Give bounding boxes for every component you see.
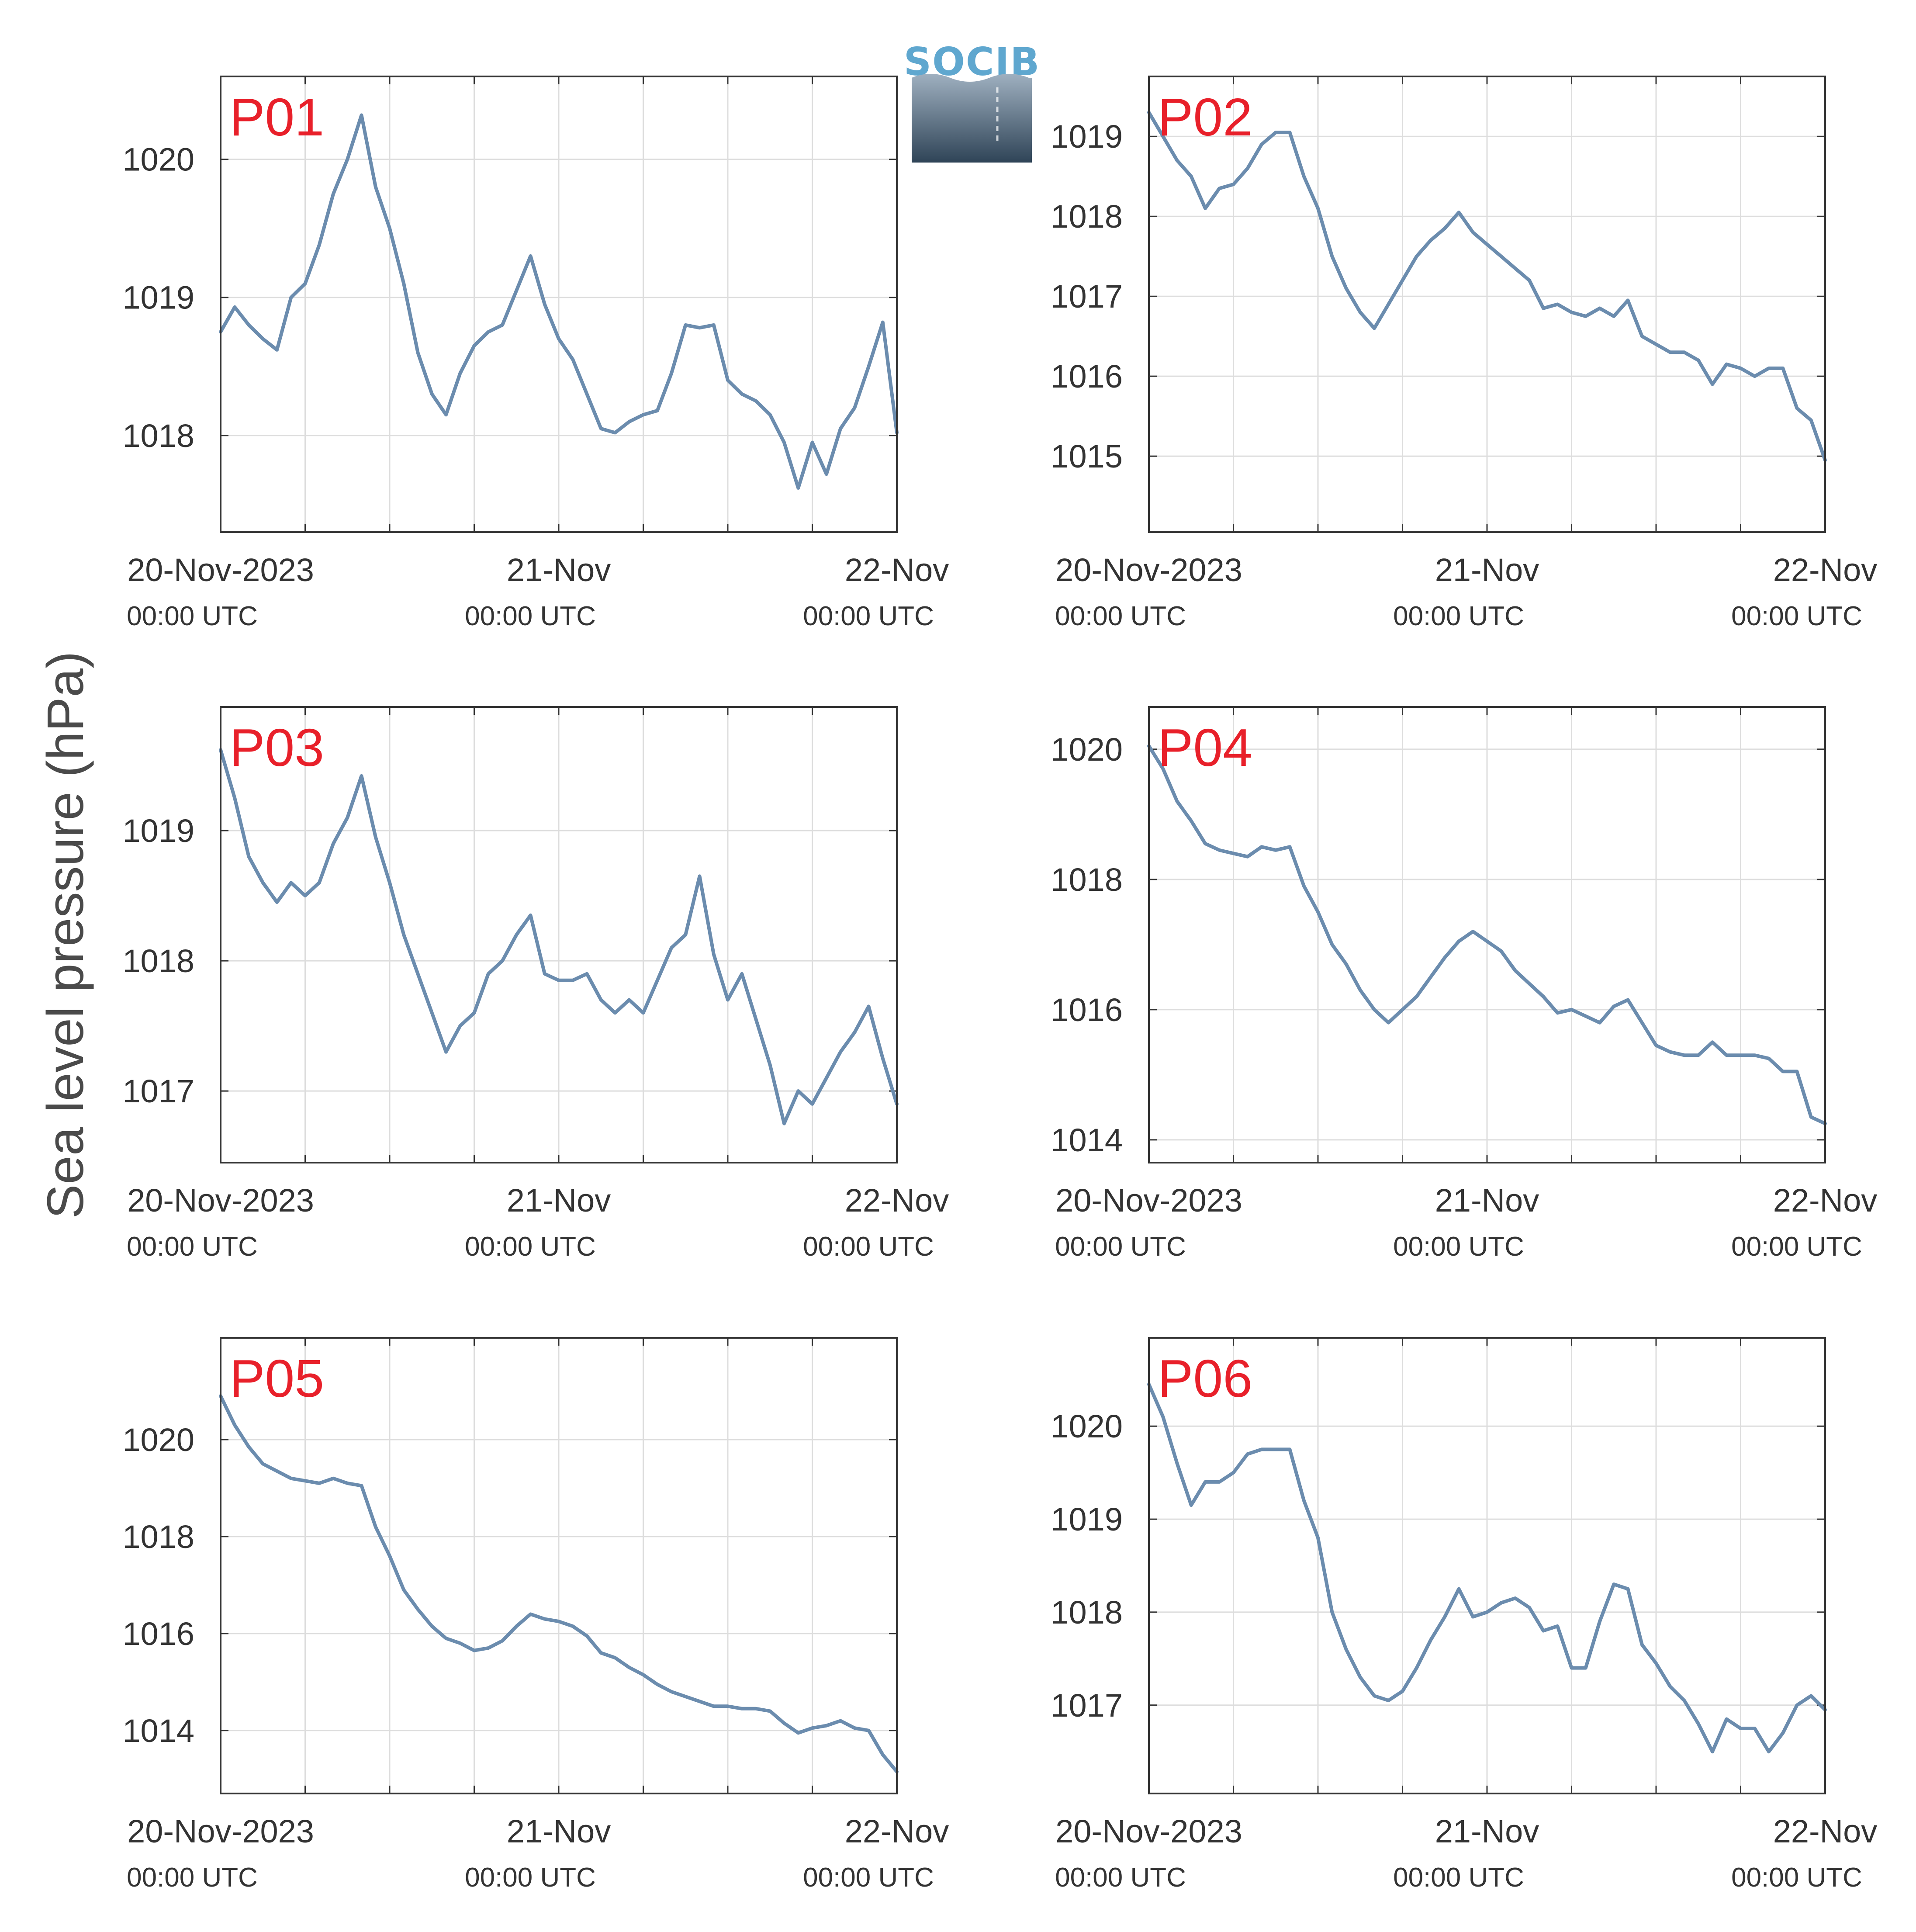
- panel-label-p03: P03: [229, 718, 324, 777]
- x-tick-sublabel: 00:00 UTC: [803, 601, 934, 631]
- x-tick-sublabel: 00:00 UTC: [1055, 1863, 1186, 1893]
- series-line-p01: [219, 113, 899, 490]
- x-tick-sublabel: 00:00 UTC: [127, 1232, 258, 1262]
- y-tick-label: 1018: [122, 943, 194, 979]
- panel-label-p02: P02: [1158, 87, 1252, 147]
- x-tick-sublabel: 00:00 UTC: [803, 1863, 934, 1893]
- series-line-p04: [1147, 744, 1827, 1125]
- y-tick-label: 1015: [1051, 438, 1123, 474]
- y-tick-label: 1018: [1051, 198, 1123, 235]
- y-tick-label: 1018: [1051, 1594, 1123, 1631]
- y-tick-label: 1014: [122, 1713, 194, 1749]
- y-tick-label: 1018: [122, 1519, 194, 1555]
- x-tick-sublabel: 00:00 UTC: [1731, 601, 1862, 631]
- y-tick-label: 1019: [1051, 118, 1123, 155]
- x-tick-label: 22-Nov: [1773, 1813, 1878, 1849]
- y-tick-label: 1016: [1051, 992, 1123, 1028]
- series-line-p03: [219, 748, 899, 1125]
- socib-logo: SOCIB: [904, 39, 1039, 163]
- x-tick-label: 21-Nov: [1435, 1182, 1539, 1219]
- chart-panel-p02: 1015 1016 1017 1018 1019 P02 20-Nov-2023 00:00 …: [1051, 76, 1877, 631]
- y-tick-label: 1017: [1051, 1687, 1123, 1724]
- chart-panel-p06: 1017 1018 1019 1020 P06 20-Nov-2023 00:00 UTC 2…: [1051, 1337, 1878, 1893]
- y-tick-label: 1017: [122, 1073, 194, 1109]
- x-tick-sublabel: 00:00 UTC: [1393, 1863, 1524, 1893]
- y-tick-label: 1020: [1051, 1408, 1123, 1444]
- series-line-p02: [1147, 111, 1827, 462]
- x-tick-label: 20-Nov-2023: [127, 552, 314, 588]
- plot-frame: [1148, 1337, 1826, 1794]
- x-tick-label: 22-Nov: [845, 1182, 949, 1219]
- y-tick-label: 1019: [122, 813, 194, 849]
- chart-panel-p04: 1014 1016 1018 1020 P04 20-Nov-2023 00:00 UTC 2…: [1051, 706, 1878, 1262]
- x-tick-label: 21-Nov: [507, 552, 611, 588]
- x-tick-label: 22-Nov: [845, 1813, 949, 1849]
- y-tick-label: 1017: [1051, 278, 1123, 315]
- x-tick-label: 20-Nov-2023: [1055, 1813, 1242, 1849]
- socib-logo-wave: [912, 74, 1032, 163]
- y-tick-label: 1020: [122, 142, 194, 178]
- panel-label-p01: P01: [229, 87, 324, 147]
- x-tick-label: 21-Nov: [507, 1182, 611, 1219]
- y-axis-label: Sea level pressure (hPa): [37, 651, 94, 1219]
- x-tick-label: 20-Nov-2023: [127, 1813, 314, 1849]
- x-tick-sublabel: 00:00 UTC: [1731, 1232, 1862, 1262]
- y-tick-label: 1014: [1051, 1122, 1123, 1158]
- y-tick-label: 1016: [122, 1616, 194, 1652]
- x-tick-label: 22-Nov: [1773, 552, 1878, 588]
- x-tick-label: 20-Nov-2023: [1055, 552, 1242, 588]
- y-tick-label: 1020: [122, 1422, 194, 1458]
- x-tick-sublabel: 00:00 UTC: [1731, 1863, 1862, 1893]
- x-tick-sublabel: 00:00 UTC: [1393, 601, 1524, 631]
- x-tick-sublabel: 00:00 UTC: [127, 1863, 258, 1893]
- x-tick-label: 21-Nov: [1435, 1813, 1539, 1849]
- series-line-p06: [1147, 1382, 1827, 1754]
- plot-frame: [220, 1337, 898, 1794]
- plot-frame: [220, 76, 898, 533]
- x-tick-sublabel: 00:00 UTC: [465, 1863, 596, 1893]
- x-tick-sublabel: 00:00 UTC: [803, 1232, 934, 1262]
- series-line-p05: [219, 1394, 899, 1774]
- panel-label-p04: P04: [1158, 718, 1252, 777]
- chart-panel-p01: 1018 1019 1020 P01 20-Nov-2023 00:00 UTC 21-No…: [122, 76, 949, 631]
- y-tick-label: 1016: [1051, 358, 1123, 395]
- x-tick-sublabel: 00:00 UTC: [465, 601, 596, 631]
- y-tick-label: 1018: [1051, 862, 1123, 898]
- x-tick-sublabel: 00:00 UTC: [465, 1232, 596, 1262]
- panel-label-p05: P05: [229, 1349, 324, 1408]
- x-tick-sublabel: 00:00 UTC: [1055, 1232, 1186, 1262]
- panel-label-p06: P06: [1158, 1349, 1252, 1408]
- y-tick-label: 1019: [1051, 1501, 1123, 1537]
- plot-frame: [220, 706, 898, 1163]
- chart-panel-p03: 1017 1018 1019 P03 20-Nov-2023 00:00 UTC 21-No…: [122, 706, 949, 1262]
- y-tick-label: 1020: [1051, 731, 1123, 768]
- y-tick-label: 1019: [122, 280, 194, 316]
- chart-panel-p05: 1014 1016 1018 1020 P05 20-Nov-2023 00:00 UTC 2…: [122, 1337, 949, 1893]
- x-tick-label: 20-Nov-2023: [127, 1182, 314, 1219]
- panels: 1018 1019 1020 P01 20-Nov-2023 00:00 UTC 21-No…: [122, 76, 1877, 1893]
- x-tick-label: 22-Nov: [1773, 1182, 1878, 1219]
- x-tick-sublabel: 00:00 UTC: [1393, 1232, 1524, 1262]
- y-tick-label: 1018: [122, 418, 194, 454]
- x-tick-label: 20-Nov-2023: [1055, 1182, 1242, 1219]
- plot-frame: [1148, 706, 1826, 1163]
- x-tick-sublabel: 00:00 UTC: [127, 601, 258, 631]
- x-tick-label: 21-Nov: [507, 1813, 611, 1849]
- plot-frame: [1148, 76, 1826, 533]
- x-tick-sublabel: 00:00 UTC: [1055, 601, 1186, 631]
- x-tick-label: 21-Nov: [1435, 552, 1539, 588]
- x-tick-label: 22-Nov: [845, 552, 949, 588]
